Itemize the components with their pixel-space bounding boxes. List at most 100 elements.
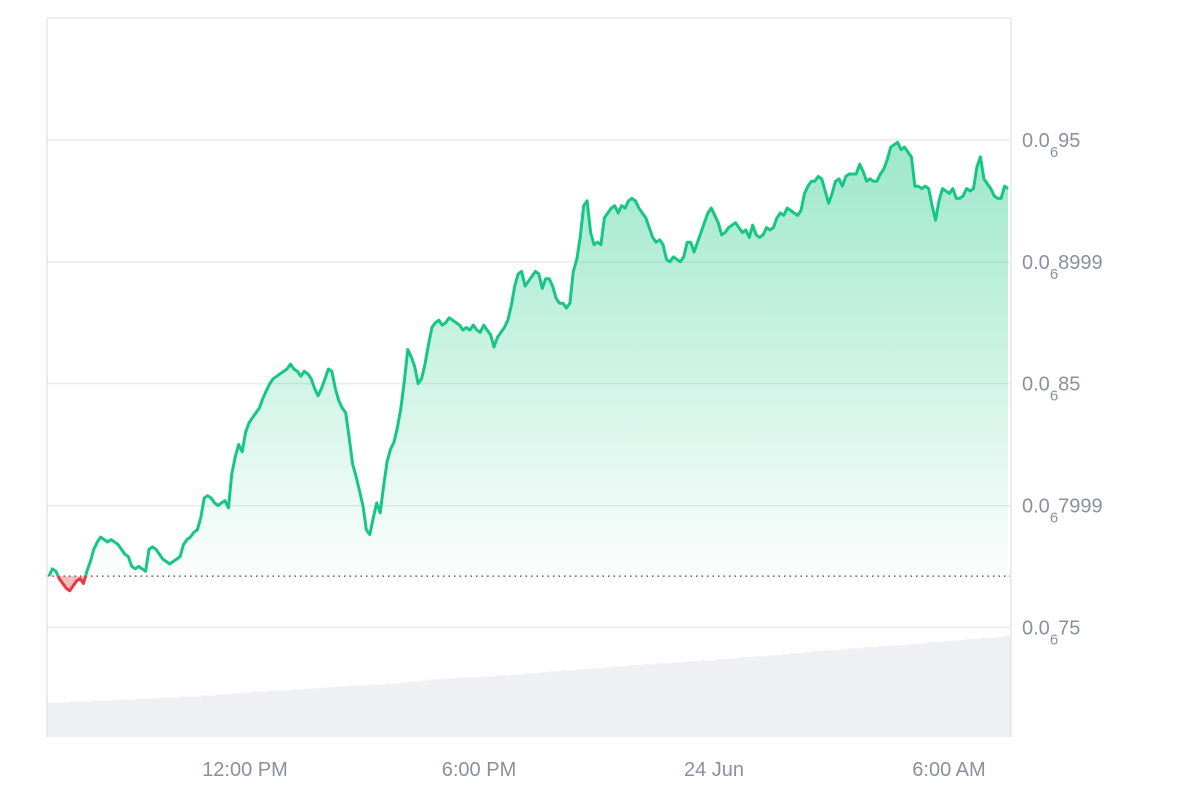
- volume-bar: [421, 680, 430, 737]
- volume-bar: [899, 645, 908, 737]
- volume-bar: [98, 700, 107, 737]
- volume-bar: [61, 702, 70, 737]
- volume-bar: [796, 653, 805, 737]
- volume-bar: [921, 643, 930, 737]
- volume-bar: [208, 695, 217, 737]
- volume-bar: [223, 694, 232, 737]
- volume-bar: [951, 641, 960, 737]
- volume-bar: [664, 663, 673, 737]
- volume-bar: [157, 697, 166, 737]
- volume-bar: [657, 663, 666, 737]
- volume-bar: [385, 683, 394, 737]
- volume-bar: [561, 670, 570, 737]
- volume-bar: [583, 669, 592, 737]
- volume-bar: [407, 681, 416, 737]
- volume-bar: [245, 692, 254, 737]
- volume-bar: [113, 699, 122, 737]
- volume-bar: [495, 675, 504, 737]
- volume-bar: [216, 694, 225, 737]
- volume-bar: [348, 685, 357, 737]
- y-tick-label: 0.0675: [1022, 617, 1080, 648]
- volume-bar: [392, 683, 401, 737]
- volume-bar: [870, 647, 879, 737]
- volume-bar: [782, 654, 791, 737]
- volume-bar: [546, 671, 555, 737]
- volume-bar: [135, 698, 144, 737]
- volume-bar: [885, 646, 893, 737]
- volume-bar: [524, 673, 533, 737]
- volume-bar: [914, 644, 923, 737]
- volume-bar: [436, 679, 445, 737]
- volume-bar: [149, 698, 158, 737]
- volume-bar: [708, 660, 717, 737]
- volume-bar: [289, 689, 298, 737]
- volume-bar: [105, 700, 114, 737]
- volume-bar: [554, 671, 563, 737]
- volume-bar: [120, 699, 129, 737]
- volume-bar: [91, 700, 100, 737]
- volume-bar: [76, 701, 85, 737]
- volume-bar: [745, 657, 754, 737]
- volume-bar: [613, 666, 621, 737]
- volume-bar: [723, 659, 732, 737]
- volume-bar: [965, 639, 974, 737]
- y-tick-label: 0.067999: [1022, 496, 1103, 527]
- volume-bar: [267, 690, 276, 737]
- volume-bar: [760, 656, 769, 737]
- price-line: [47, 140, 1009, 577]
- volume-bar: [877, 646, 886, 737]
- volume-bar: [238, 693, 247, 737]
- volume-bar: [936, 642, 945, 737]
- volume-bar: [194, 696, 202, 737]
- volume-bar: [826, 650, 835, 737]
- volume-bar: [539, 672, 548, 737]
- x-tick-label: 12:00 PM: [202, 759, 288, 781]
- volume-bar: [642, 664, 651, 737]
- volume-bar: [488, 676, 497, 737]
- volume-bar: [318, 687, 327, 737]
- volume-bar: [502, 675, 511, 737]
- volume-bar: [907, 644, 916, 737]
- volume-bar: [532, 673, 541, 737]
- volume-bar: [568, 670, 577, 737]
- volume-layer: [47, 636, 1011, 737]
- volume-bar: [458, 677, 467, 737]
- volume-bar: [363, 685, 372, 737]
- volume-bar: [715, 659, 724, 737]
- volume-bar: [980, 638, 989, 737]
- volume-bar: [620, 666, 629, 737]
- frame-layer: [46, 17, 1012, 737]
- volume-bar: [186, 696, 195, 737]
- volume-bar: [789, 653, 798, 737]
- volume-bar: [466, 677, 474, 737]
- volume-bar: [54, 702, 63, 737]
- volume-bar: [311, 688, 320, 737]
- volume-bar: [296, 689, 305, 737]
- volume-bar: [260, 691, 269, 737]
- volume-bar: [995, 637, 1004, 737]
- volume-bar: [282, 690, 291, 737]
- volume-bar: [987, 638, 996, 737]
- volume-bar: [848, 648, 857, 737]
- volume-bar: [83, 701, 92, 737]
- volume-bar: [679, 662, 688, 737]
- volume-bar: [862, 647, 871, 737]
- volume-bar: [304, 688, 313, 737]
- volume-bar: [767, 655, 776, 737]
- volume-bar: [414, 681, 423, 737]
- volume-bar: [230, 693, 239, 737]
- volume-bar: [142, 698, 151, 737]
- volume-bar: [510, 674, 519, 737]
- volume-bar: [1002, 636, 1011, 737]
- volume-bar: [69, 701, 78, 737]
- volume-bar: [480, 676, 489, 737]
- volume-bar: [804, 652, 813, 737]
- volume-bar: [671, 662, 680, 737]
- price-area-fill: [49, 142, 1008, 577]
- y-tick-label: 0.0685: [1022, 374, 1080, 405]
- volume-bar: [635, 665, 644, 737]
- volume-bar: [855, 648, 864, 737]
- x-axis: 12:00 PM 6:00 PM 24 Jun 6:00 AM: [202, 759, 986, 781]
